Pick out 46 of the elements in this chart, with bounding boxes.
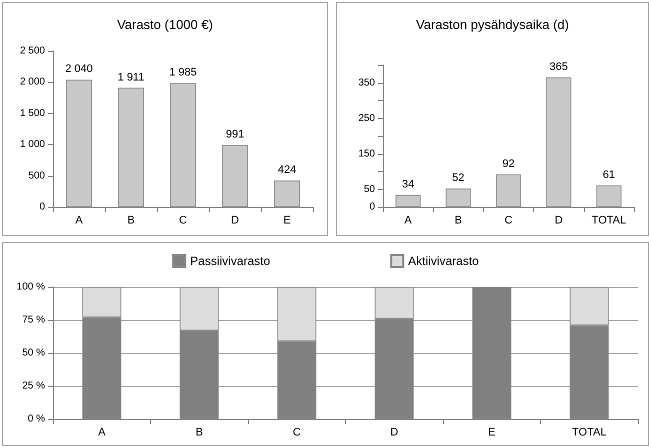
y-tick-label: 25 %: [22, 380, 46, 392]
data-label: 34: [402, 178, 414, 190]
x-tick-label: A: [404, 214, 412, 226]
x-tick-label: C: [504, 214, 513, 226]
y-tick-label: 350: [358, 77, 376, 88]
x-tick-label: C: [179, 214, 188, 226]
y-tick-label: 2 000: [20, 76, 46, 88]
x-tick-label: A: [98, 426, 106, 438]
chart-title: Varasto (1000 €): [117, 17, 213, 32]
legend-label: Passiivivarasto: [190, 254, 270, 268]
y-tick-label: 75 %: [22, 314, 46, 326]
data-label: 365: [550, 60, 568, 73]
chart-title: Varaston pysähdysaika (d): [416, 17, 569, 32]
y-tick-label: 250: [358, 112, 376, 124]
data-label: 1 985: [169, 66, 197, 79]
legend-label: Aktiivivarasto: [408, 254, 480, 268]
x-tick-label: D: [554, 214, 563, 226]
data-label: 2 040: [65, 63, 93, 76]
y-tick-label: 2 500: [20, 46, 46, 56]
x-tick-label: TOTAL: [592, 214, 626, 226]
data-label: 991: [226, 128, 244, 141]
data-label: 1 911: [118, 71, 144, 84]
data-label: 61: [602, 168, 616, 181]
x-tick-label: A: [75, 214, 84, 226]
x-tick-label: E: [283, 214, 291, 226]
data-label: 52: [452, 172, 464, 184]
y-tick-label: 50: [364, 184, 376, 195]
x-tick-label: E: [488, 426, 496, 438]
y-tick-label: 500: [28, 170, 46, 182]
y-tick-label: 0: [39, 202, 46, 212]
y-tick-label: 100 %: [16, 282, 46, 292]
x-tick-label: B: [196, 426, 203, 438]
y-tick-label: 50 %: [22, 348, 46, 358]
y-tick-label: 0 %: [28, 414, 46, 424]
x-tick-label: B: [454, 214, 462, 226]
x-tick-label: TOTAL: [572, 426, 606, 438]
y-tick-label: 150: [358, 148, 376, 160]
y-tick-label: 1 500: [20, 108, 46, 119]
y-tick-label: 0: [369, 202, 376, 212]
x-tick-label: D: [390, 426, 398, 438]
y-tick-label: 1 000: [20, 139, 46, 150]
x-tick-label: D: [231, 214, 240, 226]
data-label: 92: [502, 158, 515, 170]
data-label: 424: [278, 164, 296, 176]
x-tick-label: C: [292, 426, 301, 438]
x-tick-label: B: [127, 214, 135, 226]
